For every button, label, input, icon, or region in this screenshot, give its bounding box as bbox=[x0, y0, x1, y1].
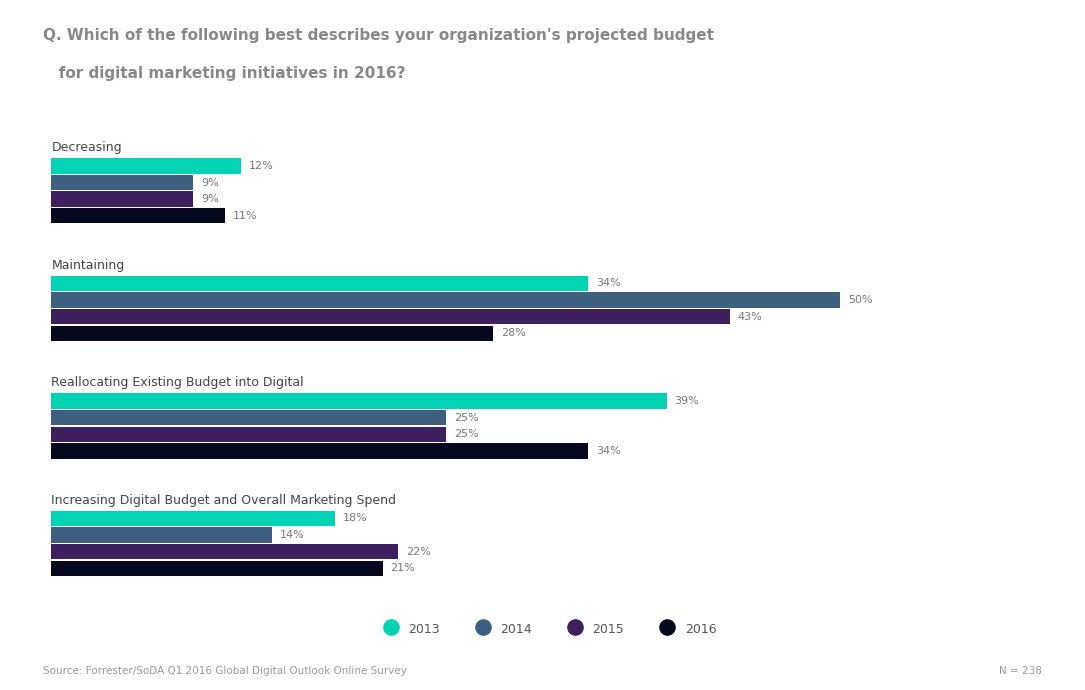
Bar bbox=[51, 443, 588, 459]
Bar bbox=[51, 393, 667, 408]
Text: 25%: 25% bbox=[454, 429, 478, 440]
Text: 2013: 2013 bbox=[408, 623, 439, 635]
Bar bbox=[51, 309, 730, 324]
Text: 34%: 34% bbox=[596, 446, 621, 456]
Text: 14%: 14% bbox=[280, 530, 305, 540]
Bar bbox=[51, 175, 193, 190]
Bar bbox=[51, 410, 446, 425]
Text: 21%: 21% bbox=[391, 564, 416, 573]
Bar bbox=[51, 544, 398, 560]
Text: 43%: 43% bbox=[738, 312, 763, 322]
Bar bbox=[51, 192, 193, 207]
Text: 22%: 22% bbox=[407, 546, 431, 557]
Text: 2015: 2015 bbox=[592, 623, 624, 635]
Text: Decreasing: Decreasing bbox=[51, 141, 122, 154]
Text: 50%: 50% bbox=[848, 295, 873, 305]
Point bbox=[382, 621, 399, 632]
Bar bbox=[51, 276, 588, 291]
Bar bbox=[51, 426, 446, 442]
Text: Q. Which of the following best describes your organization's projected budget: Q. Which of the following best describes… bbox=[43, 28, 714, 43]
Text: N = 238: N = 238 bbox=[998, 667, 1042, 676]
Text: 11%: 11% bbox=[233, 211, 257, 221]
Text: 39%: 39% bbox=[675, 396, 700, 406]
Text: 18%: 18% bbox=[343, 513, 368, 524]
Bar bbox=[51, 561, 383, 576]
Bar bbox=[51, 208, 225, 224]
Point bbox=[659, 621, 676, 632]
Bar bbox=[51, 326, 494, 341]
Text: 2016: 2016 bbox=[685, 623, 716, 635]
Bar bbox=[51, 293, 841, 308]
Text: 12%: 12% bbox=[248, 161, 273, 171]
Bar bbox=[51, 158, 241, 173]
Text: for digital marketing initiatives in 2016?: for digital marketing initiatives in 201… bbox=[43, 66, 406, 81]
Text: Maintaining: Maintaining bbox=[51, 259, 125, 272]
Text: 2014: 2014 bbox=[500, 623, 532, 635]
Text: Reallocating Existing Budget into Digital: Reallocating Existing Budget into Digita… bbox=[51, 376, 304, 389]
Text: 25%: 25% bbox=[454, 413, 478, 422]
Text: 34%: 34% bbox=[596, 278, 621, 288]
Point bbox=[474, 621, 492, 632]
Text: 28%: 28% bbox=[501, 328, 526, 338]
Text: 9%: 9% bbox=[201, 194, 219, 204]
Bar bbox=[51, 511, 335, 526]
Bar bbox=[51, 527, 272, 543]
Text: 9%: 9% bbox=[201, 177, 219, 188]
Text: Increasing Digital Budget and Overall Marketing Spend: Increasing Digital Budget and Overall Ma… bbox=[51, 494, 396, 506]
Text: Source: Forrester/SoDA Q1 2016 Global Digital Outlook Online Survey: Source: Forrester/SoDA Q1 2016 Global Di… bbox=[43, 667, 407, 676]
Point bbox=[566, 621, 584, 632]
